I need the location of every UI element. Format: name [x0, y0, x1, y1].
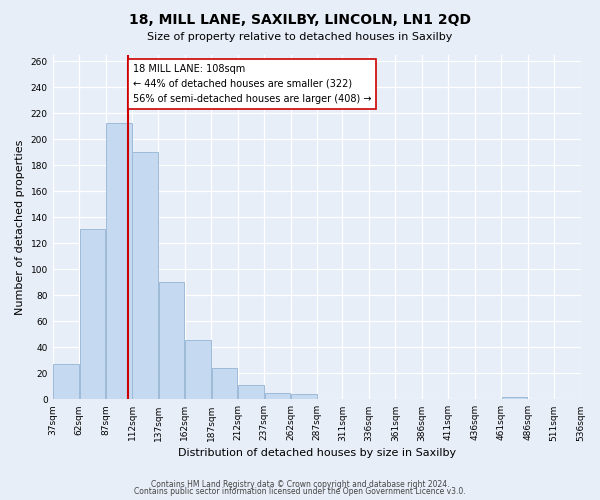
Bar	[185, 340, 211, 400]
Bar	[133, 152, 158, 400]
Bar	[159, 282, 184, 400]
Text: 18 MILL LANE: 108sqm
← 44% of detached houses are smaller (322)
56% of semi-deta: 18 MILL LANE: 108sqm ← 44% of detached h…	[133, 64, 371, 104]
Text: Size of property relative to detached houses in Saxilby: Size of property relative to detached ho…	[148, 32, 452, 42]
Text: 18, MILL LANE, SAXILBY, LINCOLN, LN1 2QD: 18, MILL LANE, SAXILBY, LINCOLN, LN1 2QD	[129, 12, 471, 26]
Bar	[291, 394, 317, 400]
Bar	[106, 122, 131, 400]
Text: Contains public sector information licensed under the Open Government Licence v3: Contains public sector information licen…	[134, 488, 466, 496]
Bar	[80, 229, 105, 400]
Bar	[265, 393, 290, 400]
Bar	[212, 368, 238, 400]
Y-axis label: Number of detached properties: Number of detached properties	[15, 140, 25, 315]
Bar	[53, 364, 79, 400]
Text: Contains HM Land Registry data © Crown copyright and database right 2024.: Contains HM Land Registry data © Crown c…	[151, 480, 449, 489]
Bar	[502, 396, 527, 400]
X-axis label: Distribution of detached houses by size in Saxilby: Distribution of detached houses by size …	[178, 448, 455, 458]
Bar	[238, 385, 264, 400]
